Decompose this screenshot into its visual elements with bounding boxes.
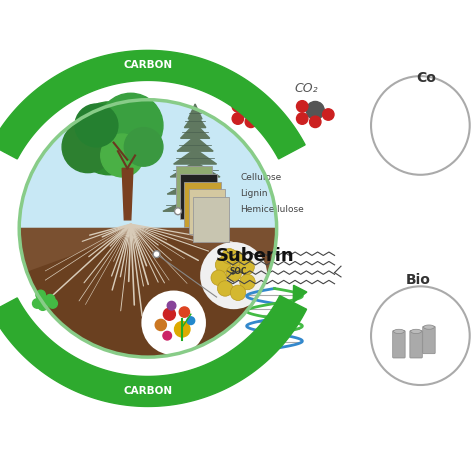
Circle shape [19, 100, 277, 357]
Circle shape [240, 274, 255, 290]
Text: Cellulose: Cellulose [240, 173, 282, 182]
Circle shape [153, 251, 160, 257]
Circle shape [46, 294, 55, 304]
Polygon shape [173, 149, 217, 164]
Circle shape [232, 113, 244, 124]
Polygon shape [0, 296, 307, 407]
Polygon shape [177, 136, 213, 151]
Ellipse shape [424, 325, 434, 329]
FancyBboxPatch shape [193, 197, 229, 242]
FancyBboxPatch shape [423, 326, 435, 354]
Circle shape [306, 101, 324, 119]
Ellipse shape [393, 329, 404, 334]
Circle shape [242, 101, 260, 119]
Wedge shape [19, 228, 277, 357]
Circle shape [124, 128, 163, 166]
Polygon shape [184, 113, 206, 128]
FancyBboxPatch shape [392, 330, 405, 358]
Circle shape [48, 299, 57, 308]
Circle shape [143, 292, 205, 354]
Circle shape [323, 109, 334, 120]
Text: CARBON: CARBON [123, 386, 173, 396]
Ellipse shape [410, 329, 421, 334]
Text: CARBON: CARBON [123, 60, 173, 70]
Polygon shape [163, 196, 228, 211]
Polygon shape [0, 50, 305, 159]
Circle shape [297, 113, 308, 124]
Text: Co: Co [416, 71, 436, 85]
Circle shape [167, 301, 176, 310]
Polygon shape [170, 162, 220, 177]
Circle shape [163, 331, 172, 340]
Circle shape [75, 104, 118, 147]
Circle shape [215, 257, 231, 273]
Circle shape [164, 308, 175, 320]
Circle shape [36, 290, 46, 300]
Circle shape [297, 100, 308, 112]
Circle shape [245, 116, 256, 128]
Circle shape [155, 319, 166, 330]
Circle shape [239, 259, 255, 275]
Circle shape [187, 317, 195, 325]
Circle shape [258, 109, 270, 120]
Text: Suberin: Suberin [216, 247, 294, 265]
Polygon shape [122, 168, 133, 220]
Wedge shape [27, 228, 269, 357]
Text: Bio: Bio [405, 273, 430, 287]
Circle shape [174, 321, 190, 337]
Text: Lignin: Lignin [240, 189, 268, 198]
FancyBboxPatch shape [184, 182, 221, 227]
FancyBboxPatch shape [176, 166, 212, 211]
Polygon shape [293, 285, 307, 302]
Circle shape [222, 248, 237, 264]
Circle shape [232, 100, 244, 112]
Circle shape [73, 102, 146, 175]
Circle shape [33, 299, 42, 308]
Polygon shape [4, 135, 18, 152]
Circle shape [40, 297, 50, 306]
Circle shape [201, 244, 266, 308]
Polygon shape [167, 179, 223, 194]
Text: Hemicellulose: Hemicellulose [240, 204, 304, 213]
FancyBboxPatch shape [180, 174, 217, 219]
Circle shape [38, 301, 47, 310]
FancyBboxPatch shape [410, 330, 422, 358]
Circle shape [310, 116, 321, 128]
Polygon shape [181, 123, 210, 138]
Circle shape [228, 251, 244, 266]
FancyBboxPatch shape [189, 190, 225, 235]
Circle shape [218, 281, 233, 296]
Circle shape [101, 134, 144, 177]
Text: SOC: SOC [229, 267, 247, 276]
Circle shape [174, 208, 182, 215]
Circle shape [211, 270, 227, 285]
Circle shape [226, 266, 241, 281]
Circle shape [230, 285, 246, 301]
Circle shape [179, 307, 190, 317]
Polygon shape [188, 104, 202, 119]
Circle shape [62, 121, 114, 173]
Circle shape [99, 93, 163, 158]
Text: CO₂: CO₂ [295, 82, 319, 95]
